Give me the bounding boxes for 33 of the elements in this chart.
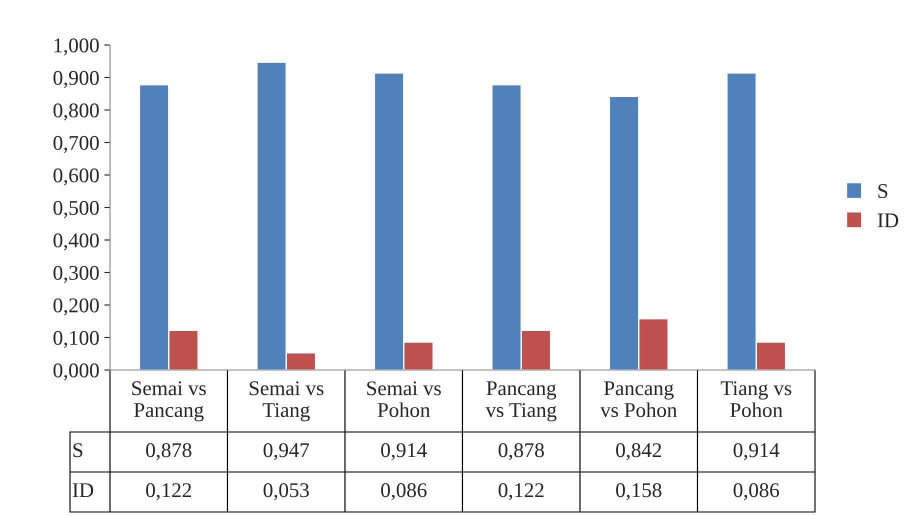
data-label: 0,842 [616,443,662,460]
data-label: 0,914 [734,443,780,460]
x-tick-label: Tiang vs Pohon [720,381,792,418]
text: S [73,443,82,458]
legend-label: S [878,184,888,198]
data-label: 0,086 [381,483,427,500]
y-tick-label: 0,300 [54,266,99,283]
y-tick-label: 0,200 [54,298,99,316]
data-label: 0,053 [264,483,309,500]
data-label: 0,086 [734,483,780,500]
y-tick-label: 0,700 [54,136,99,153]
y-tick-label: 0,100 [54,330,99,348]
y-tick-label: 1,000 [54,38,99,56]
y-tick-label: 0,900 [54,70,99,88]
x-tick-label: Semai vs Pohon [367,381,441,418]
x-tick-label: Pancang vs Pohon [600,381,677,418]
text: ID [72,483,94,498]
x-tick-label: Semai vs Pancang [132,381,206,422]
data-label: 0,158 [616,483,662,500]
y-tick-label: 0,800 [54,103,99,120]
y-tick-label: 0,400 [54,233,99,250]
data-label: 0,878 [498,443,544,460]
data-label: 0,122 [498,483,544,500]
y-tick-label: 0,600 [54,168,99,186]
legend-label: ID [878,214,898,228]
data-label: 0,914 [381,443,427,460]
data-label: 0,122 [146,483,192,500]
data-label: 0,878 [146,443,192,460]
y-tick-label: 0,500 [54,200,99,218]
data-label: 0,947 [264,443,310,460]
y-tick-label: 0,000 [54,363,99,380]
x-tick-label: Pancang vs Tiang [486,381,556,422]
x-tick-label: Semai vs Tiang [250,381,324,422]
